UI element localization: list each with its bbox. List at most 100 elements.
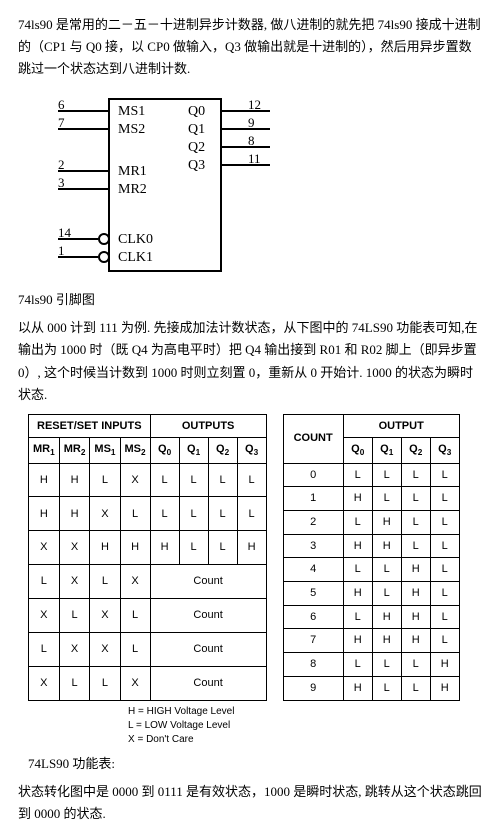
truth-count-cell: Count xyxy=(150,666,266,700)
table-row: HHLXLLLL xyxy=(29,463,267,497)
count-index-cell: 0 xyxy=(283,463,343,487)
count-cell: L xyxy=(372,463,401,487)
truth-cell: X xyxy=(90,632,120,666)
count-cell: H xyxy=(372,511,401,535)
truth-table-caption: 74LS90 功能表: xyxy=(28,753,482,775)
table-row: XLLXCount xyxy=(29,666,267,700)
table-row: 7HHHL xyxy=(283,629,459,653)
truth-table: RESET/SET INPUTS OUTPUTS MR1MR2MS1MS2Q0Q… xyxy=(28,414,267,701)
count-index-cell: 1 xyxy=(283,487,343,511)
count-cell: L xyxy=(372,653,401,677)
pin-line xyxy=(220,146,270,148)
truth-cell: X xyxy=(120,463,150,497)
count-cell: L xyxy=(430,511,459,535)
truth-cell: L xyxy=(59,666,90,700)
truth-reset-header: RESET/SET INPUTS xyxy=(29,414,151,438)
truth-cell: X xyxy=(29,531,60,565)
truth-cell: L xyxy=(59,598,90,632)
truth-cell: L xyxy=(90,565,120,599)
truth-cell: L xyxy=(120,497,150,531)
count-cell: H xyxy=(401,629,430,653)
truth-cell: L xyxy=(179,531,208,565)
count-cell: L xyxy=(430,605,459,629)
truth-cell: X xyxy=(29,666,60,700)
truth-col-header: MR2 xyxy=(59,438,90,463)
pin-diagram-caption: 74ls90 引脚图 xyxy=(18,289,482,311)
truth-cell: L xyxy=(179,497,208,531)
truth-cell: X xyxy=(59,632,90,666)
truth-cell: H xyxy=(59,497,90,531)
truth-cell: H xyxy=(29,497,60,531)
count-index-cell: 4 xyxy=(283,558,343,582)
legend-line: L = LOW Voltage Level xyxy=(128,719,482,733)
truth-col-header: Q1 xyxy=(179,438,208,463)
count-cell: L xyxy=(372,676,401,700)
count-cell: H xyxy=(372,605,401,629)
truth-cell: H xyxy=(90,531,120,565)
count-cell: L xyxy=(401,463,430,487)
count-cell: L xyxy=(430,487,459,511)
pin-label: Q3 xyxy=(188,154,205,178)
count-col-header: Q3 xyxy=(430,438,459,463)
truth-count-cell: Count xyxy=(150,598,266,632)
legend-line: H = HIGH Voltage Level xyxy=(128,705,482,719)
pin-number: 3 xyxy=(58,172,65,194)
count-col-header: Q2 xyxy=(401,438,430,463)
pin-line xyxy=(220,110,270,112)
truth-cell: X xyxy=(120,565,150,599)
truth-cell: L xyxy=(208,497,237,531)
count-cell: L xyxy=(372,558,401,582)
truth-cell: H xyxy=(59,463,90,497)
count-cell: H xyxy=(343,676,372,700)
count-cell: H xyxy=(372,629,401,653)
truth-cell: L xyxy=(208,463,237,497)
pin-line xyxy=(220,164,270,166)
count-index-cell: 7 xyxy=(283,629,343,653)
count-index-cell: 2 xyxy=(283,511,343,535)
count-index-cell: 9 xyxy=(283,676,343,700)
count-cell: L xyxy=(343,605,372,629)
count-cell: L xyxy=(401,487,430,511)
count-cell: L xyxy=(401,676,430,700)
truth-cell: X xyxy=(90,497,120,531)
intro-text: 74ls90 是常用的二－五－十进制异步计数器, 做八进制的就先把 74ls90… xyxy=(18,14,482,80)
table-row: 8LLLH xyxy=(283,653,459,677)
table-row: HHXLLLLL xyxy=(29,497,267,531)
count-cell: L xyxy=(372,487,401,511)
count-cell: H xyxy=(372,534,401,558)
truth-output-header: OUTPUTS xyxy=(150,414,266,438)
count-table: COUNT OUTPUT Q0Q1Q2Q3 0LLLL1HLLL2LHLL3HH… xyxy=(283,414,460,701)
pin-diagram: 6MS17MS22MR13MR214CLK01CLK112Q09Q18Q211Q… xyxy=(38,88,298,283)
table-row: 6LHHL xyxy=(283,605,459,629)
pin-line xyxy=(58,110,108,112)
count-cell: H xyxy=(343,487,372,511)
pin-line xyxy=(220,128,270,130)
count-cell: L xyxy=(372,582,401,606)
truth-cell: H xyxy=(150,531,179,565)
count-cell: L xyxy=(343,511,372,535)
table-row: 3HHLL xyxy=(283,534,459,558)
table-legend: H = HIGH Voltage LevelL = LOW Voltage Le… xyxy=(128,705,482,747)
count-cell: H xyxy=(343,534,372,558)
table-row: 1HLLL xyxy=(283,487,459,511)
truth-col-header: MS2 xyxy=(120,438,150,463)
truth-col-header: Q0 xyxy=(150,438,179,463)
count-index-cell: 5 xyxy=(283,582,343,606)
count-cell: L xyxy=(343,653,372,677)
truth-cell: L xyxy=(237,463,266,497)
pin-line xyxy=(58,128,108,130)
truth-cell: L xyxy=(120,632,150,666)
truth-cell: L xyxy=(208,531,237,565)
count-cell: H xyxy=(430,653,459,677)
truth-cell: X xyxy=(59,565,90,599)
count-cell: L xyxy=(430,558,459,582)
pin-label: MR2 xyxy=(118,178,147,202)
truth-cell: H xyxy=(29,463,60,497)
count-cell: L xyxy=(430,534,459,558)
pin-line xyxy=(58,188,108,190)
truth-cell: L xyxy=(29,632,60,666)
count-cell: H xyxy=(343,629,372,653)
count-cell: L xyxy=(401,653,430,677)
conclusion-text: 状态转化图中是 0000 到 0111 是有效状态，1000 是瞬时状态, 跳转… xyxy=(18,781,482,825)
table-row: 4LLHL xyxy=(283,558,459,582)
